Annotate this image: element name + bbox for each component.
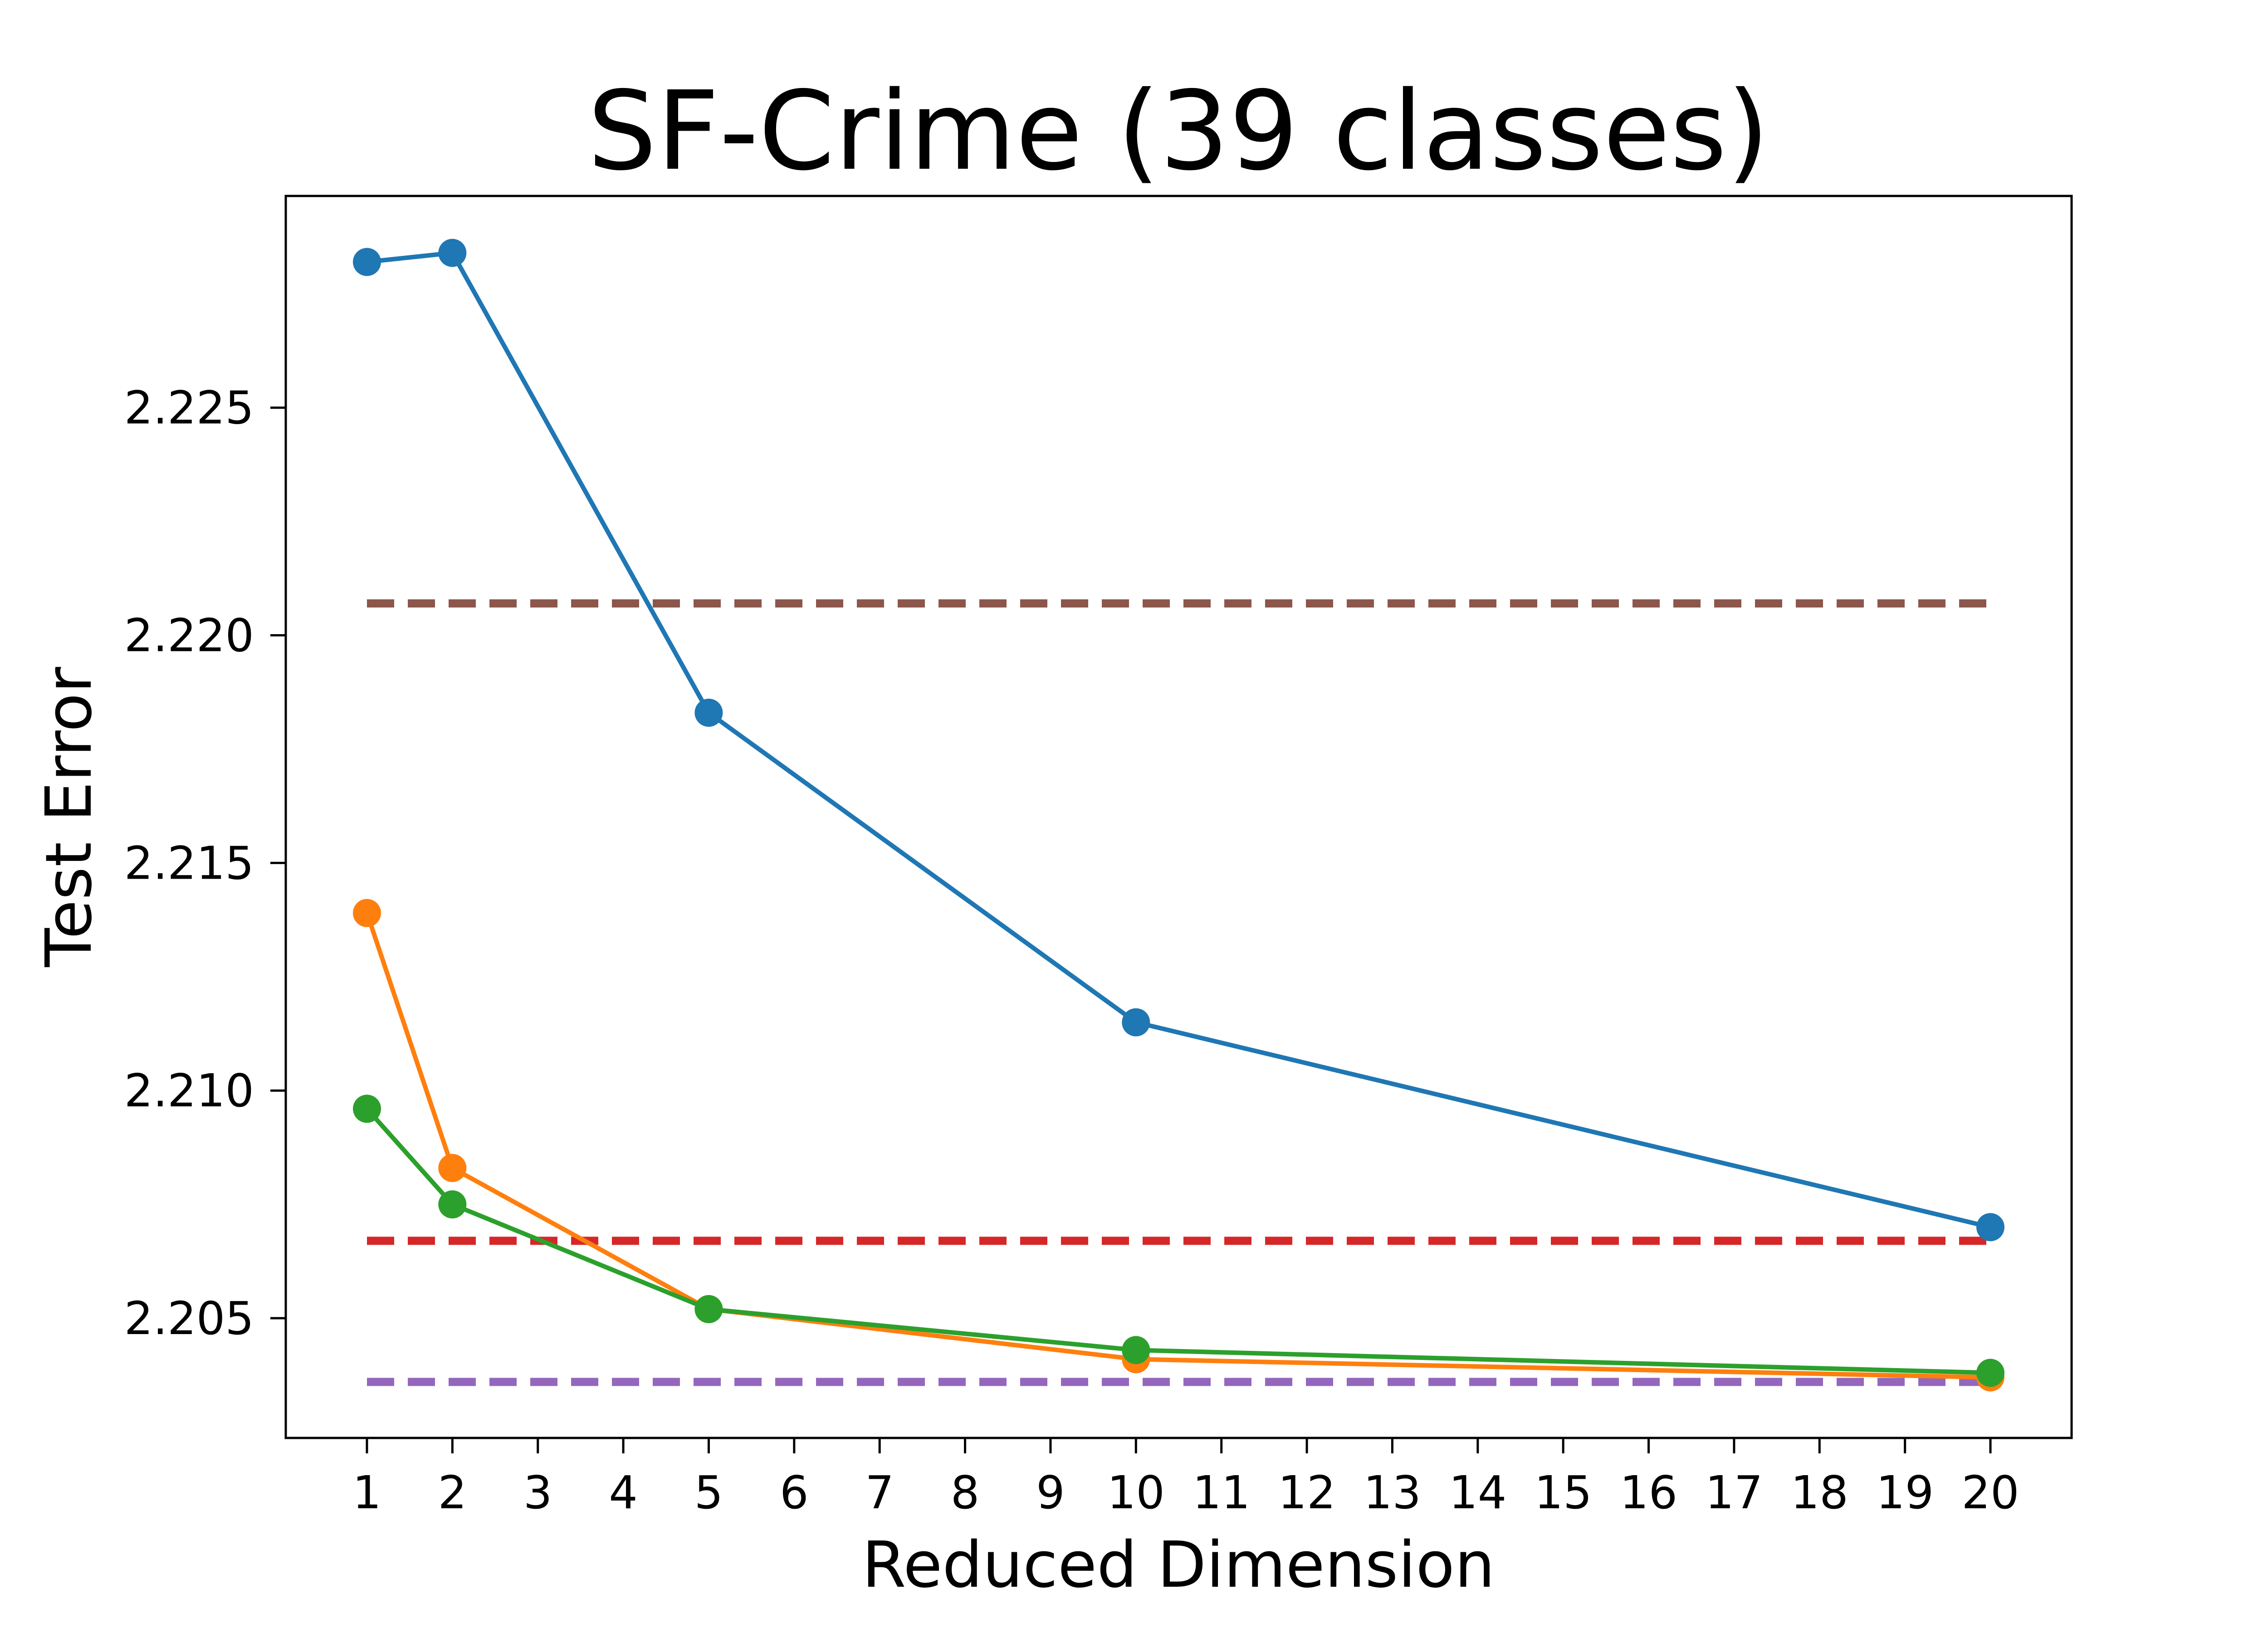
x-tick-label: 10: [1107, 1466, 1165, 1519]
series-1-point: [1976, 1213, 2004, 1242]
x-tick-label: 13: [1364, 1466, 1421, 1519]
chart-title: SF-Crime (39 classes): [587, 68, 1769, 195]
x-axis: 1 2 3 4 5 6 7 8 9 10 11 12 13 14 15 16 17 18 19 20: [352, 1438, 2019, 1519]
x-tick-label: 17: [1705, 1466, 1763, 1519]
series-1-point: [1122, 1008, 1150, 1037]
series-layer: [353, 239, 2004, 1392]
series-1-point: [438, 239, 467, 267]
y-tick-label: 2.220: [124, 609, 254, 662]
x-tick-label: 16: [1620, 1466, 1677, 1519]
series-2-point: [353, 899, 381, 927]
x-tick-label: 8: [951, 1466, 980, 1519]
series-3-point: [1976, 1359, 2004, 1387]
series-3-point: [1122, 1336, 1150, 1364]
x-tick-label: 11: [1193, 1466, 1250, 1519]
series-2-point: [438, 1154, 467, 1182]
y-axis: 2.205 2.210 2.215 2.220 2.225: [124, 381, 286, 1345]
y-tick-label: 2.210: [124, 1064, 254, 1117]
y-tick-label: 2.225: [124, 381, 254, 435]
series-1-point: [353, 248, 381, 276]
x-tick-label: 1: [352, 1466, 381, 1519]
series-3: [353, 1095, 2004, 1387]
y-tick-label: 2.215: [124, 836, 254, 890]
x-tick-label: 4: [609, 1466, 638, 1519]
x-tick-label: 9: [1036, 1466, 1065, 1519]
x-axis-label: Reduced Dimension: [862, 1528, 1495, 1602]
series-3-point: [694, 1295, 723, 1323]
series-1: [353, 239, 2004, 1242]
y-tick-label: 2.205: [124, 1292, 254, 1345]
x-tick-label: 7: [865, 1466, 894, 1519]
series-3-point: [438, 1190, 467, 1219]
x-tick-label: 12: [1278, 1466, 1335, 1519]
x-tick-label: 15: [1535, 1466, 1592, 1519]
y-axis-label: Test Error: [32, 667, 106, 968]
series-1-point: [694, 699, 723, 727]
x-tick-label: 2: [438, 1466, 467, 1519]
x-tick-label: 14: [1449, 1466, 1506, 1519]
x-tick-label: 19: [1876, 1466, 1934, 1519]
x-tick-label: 6: [780, 1466, 809, 1519]
x-tick-label: 20: [1961, 1466, 2019, 1519]
plot-frame: [284, 195, 2073, 1439]
series-3-point: [353, 1095, 381, 1123]
x-tick-label: 3: [523, 1466, 552, 1519]
x-tick-label: 5: [694, 1466, 723, 1519]
x-tick-label: 18: [1791, 1466, 1848, 1519]
